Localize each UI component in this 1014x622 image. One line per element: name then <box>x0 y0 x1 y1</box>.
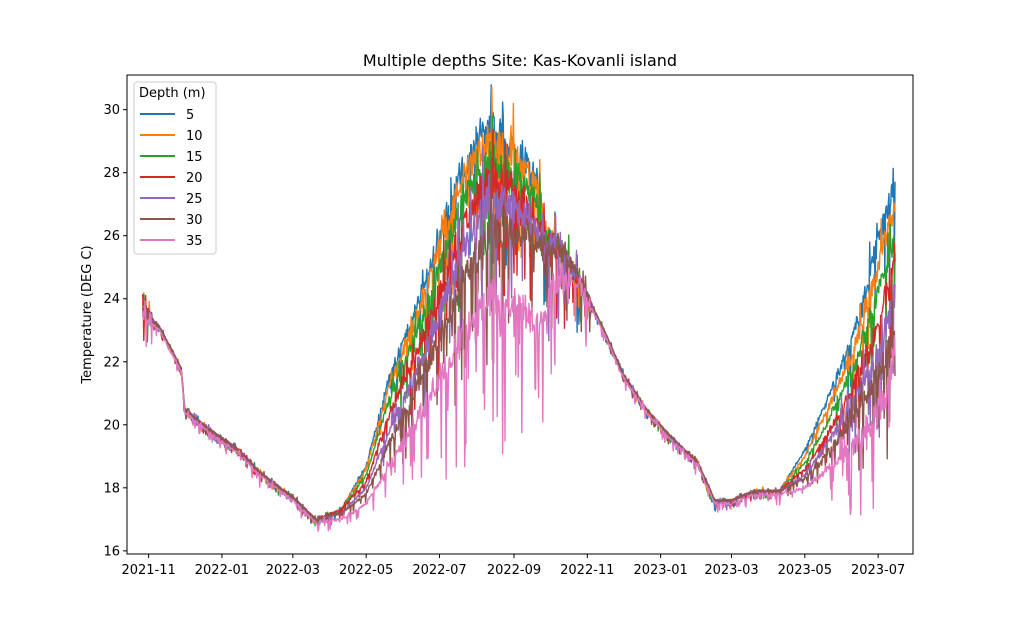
y-tick-label: 26 <box>103 229 120 244</box>
y-tick-label: 30 <box>103 103 120 118</box>
legend-box <box>133 81 217 255</box>
series-line-30m <box>141 159 896 527</box>
legend-label-30: 30 <box>186 213 203 228</box>
legend: Depth (m) 5 10 15 20 25 30 35 <box>133 81 217 255</box>
legend-label-10: 10 <box>186 129 203 144</box>
x-tick-label: 2022-09 <box>487 563 541 578</box>
y-axis-title: Temperature (DEG C) <box>80 245 95 384</box>
y-tick-label: 20 <box>103 418 120 433</box>
y-tick-label: 18 <box>103 481 120 496</box>
x-axis: 2021-11 2022-01 2022-03 2022-05 2022-07 2022-… <box>121 554 905 578</box>
x-tick-label: 2023-03 <box>704 563 758 578</box>
y-tick-label: 28 <box>103 166 120 181</box>
x-tick-label: 2022-03 <box>266 563 320 578</box>
legend-label-15: 15 <box>186 150 203 165</box>
x-tick-label: 2022-11 <box>560 563 614 578</box>
x-tick-label: 2022-07 <box>412 563 466 578</box>
chart-title: Multiple depths Site: Kas-Kovanli island <box>363 51 677 70</box>
y-tick-label: 16 <box>103 544 120 559</box>
plot-frame <box>126 74 914 555</box>
legend-label-20: 20 <box>186 171 203 186</box>
series-layer <box>141 84 896 532</box>
series-line-35m <box>141 243 896 532</box>
legend-title: Depth (m) <box>139 86 206 101</box>
legend-label-25: 25 <box>186 192 203 207</box>
legend-label-35: 35 <box>186 234 203 249</box>
legend-label-5: 5 <box>186 108 194 123</box>
x-tick-label: 2023-05 <box>778 563 832 578</box>
y-tick-label: 22 <box>103 355 120 370</box>
x-tick-label: 2022-01 <box>195 563 249 578</box>
x-tick-label: 2023-07 <box>851 563 905 578</box>
x-tick-label: 2021-11 <box>121 563 175 578</box>
y-tick-label: 24 <box>103 292 120 307</box>
x-tick-label: 2023-01 <box>633 563 687 578</box>
y-axis: 16 18 20 22 24 26 28 30 <box>103 103 127 559</box>
x-tick-label: 2022-05 <box>339 563 393 578</box>
